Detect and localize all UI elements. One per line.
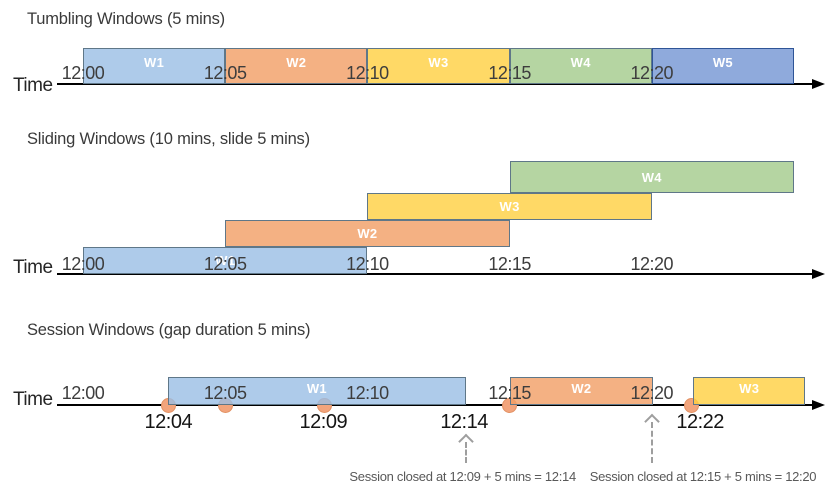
- window-label-w5: W5: [712, 55, 733, 70]
- axis-tick-label: 12:00: [61, 254, 105, 274]
- event-time-label: 12:04: [144, 411, 193, 433]
- event-time-label: 12:22: [676, 411, 724, 433]
- time-axis-arrowhead-icon: [812, 269, 825, 279]
- window-label-w1: W1: [215, 253, 236, 268]
- callout-arrow-shaft: [464, 442, 467, 463]
- axis-tick-label: 12:15: [488, 63, 531, 83]
- window-label-w2: W2: [571, 380, 592, 396]
- section-title-tumbling: Tumbling Windows (5 mins): [27, 10, 225, 28]
- callout-arrow-shaft: [650, 422, 653, 463]
- window-bar-w2: W2: [225, 48, 368, 84]
- window-label-w1: W1: [306, 380, 327, 396]
- window-label-w1: W1: [144, 55, 165, 70]
- section-title-sliding: Sliding Windows (10 mins, slide 5 mins): [27, 130, 310, 148]
- window-bar-w1: W1: [83, 247, 368, 274]
- time-axis-arrowhead-icon: [812, 400, 825, 410]
- window-bar-w1: W1: [168, 377, 466, 405]
- window-label-w3: W3: [428, 55, 449, 70]
- window-bar-w3: W3: [693, 377, 806, 405]
- window-bar-w3: W3: [367, 193, 652, 220]
- time-axis-label: Time: [13, 389, 53, 410]
- event-time-label: 12:09: [299, 411, 348, 433]
- window-label-w4: W4: [641, 169, 662, 185]
- axis-tick-label: 12:10: [346, 254, 389, 274]
- time-axis-line: [57, 83, 812, 85]
- axis-tick-label: 12:20: [630, 254, 674, 274]
- axis-tick-label: 12:10: [346, 383, 389, 403]
- window-bar-w4: W4: [509, 48, 652, 84]
- time-axis-label: Time: [13, 75, 53, 96]
- window-bar-w2: W2: [509, 377, 654, 405]
- window-label-w2: W2: [286, 55, 307, 70]
- axis-tick-label: 12:05: [203, 254, 247, 274]
- event-time-label: 12:14: [440, 411, 488, 433]
- window-bar-w4: W4: [509, 161, 794, 193]
- window-bar-w5: W5: [651, 48, 794, 84]
- window-label-w2: W2: [357, 226, 378, 241]
- time-axis-line: [57, 273, 812, 275]
- axis-tick-label: 12:15: [488, 254, 531, 274]
- axis-tick-label: 12:05: [203, 63, 247, 83]
- time-axis-line: [57, 404, 812, 406]
- window-label-w4: W4: [570, 55, 591, 70]
- axis-tick-label: 12:00: [61, 63, 105, 83]
- window-bar-w1: W1: [83, 48, 226, 84]
- axis-tick-label: 12:00: [61, 383, 105, 403]
- session-closed-annotation: Session closed at 12:15 + 5 mins = 12:20: [589, 469, 817, 484]
- axis-tick-label: 12:20: [630, 63, 674, 83]
- time-axis-label: Time: [13, 257, 53, 278]
- window-bar-w3: W3: [367, 48, 510, 84]
- session-closed-annotation: Session closed at 12:09 + 5 mins = 12:14: [349, 469, 576, 484]
- section-title-session: Session Windows (gap duration 5 mins): [27, 321, 311, 339]
- window-label-w3: W3: [739, 380, 760, 396]
- window-label-w3: W3: [499, 199, 520, 214]
- axis-tick-label: 12:15: [488, 383, 531, 403]
- axis-tick-label: 12:05: [203, 383, 247, 403]
- axis-tick-label: 12:20: [630, 383, 674, 403]
- window-bar-w2: W2: [225, 220, 510, 247]
- time-axis-arrowhead-icon: [812, 79, 825, 89]
- axis-tick-label: 12:10: [346, 63, 389, 83]
